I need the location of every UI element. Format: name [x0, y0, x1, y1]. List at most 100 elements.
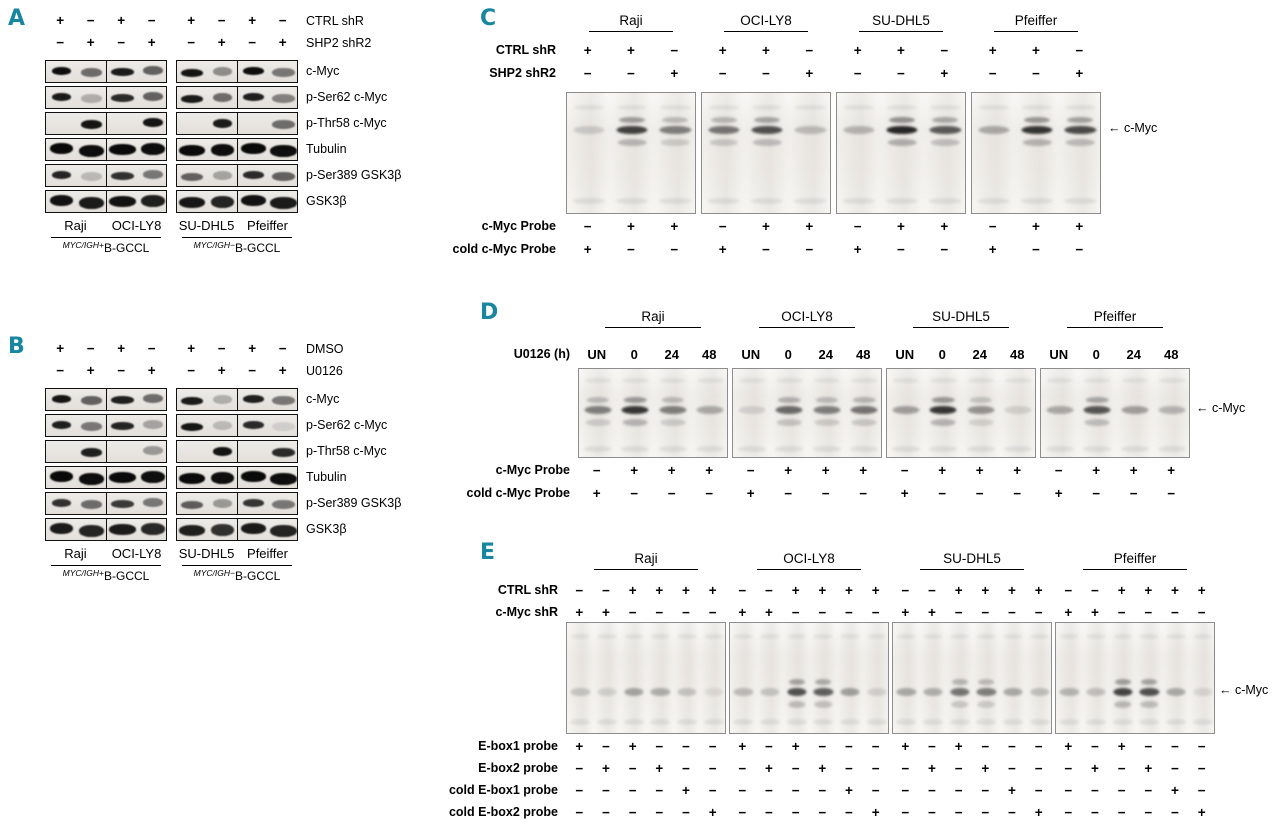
condition-sign: + — [901, 605, 910, 620]
condition-sign: + — [147, 35, 156, 50]
cell-line-label: Pfeiffer — [247, 218, 288, 233]
blot-strip — [45, 138, 167, 161]
condition-sign: − — [56, 35, 65, 50]
background-smear — [922, 719, 943, 726]
probe-sign: + — [1032, 219, 1040, 234]
background-smear — [786, 719, 807, 726]
blot-strip — [176, 112, 298, 135]
shift-band — [659, 405, 687, 414]
background-smear — [949, 719, 970, 726]
condition-sign: − — [1032, 66, 1040, 81]
shift-band — [738, 405, 766, 414]
background-smear — [651, 634, 670, 640]
gel-lane — [567, 93, 611, 213]
protein-band — [270, 524, 297, 537]
gel-lane — [654, 369, 692, 457]
gel-lane — [1116, 369, 1154, 457]
condition-sign: + — [871, 583, 880, 598]
gel-lane — [620, 623, 647, 733]
blot-strip — [176, 86, 298, 109]
protein-band — [272, 500, 296, 509]
probe-sign: + — [791, 739, 800, 754]
probe-sign: + — [602, 761, 610, 776]
probe-sign: − — [765, 783, 773, 798]
lane-group-divider — [237, 139, 238, 160]
condition-sign: + — [682, 583, 690, 598]
background-smear — [615, 197, 649, 204]
probe-sign: + — [762, 219, 770, 234]
protein-band — [142, 498, 163, 507]
cell-line-label: OCI-LY8 — [111, 218, 162, 233]
background-smear — [977, 634, 996, 640]
lane-group-divider — [106, 519, 107, 540]
protein-band — [272, 120, 296, 129]
condition-sign: − — [575, 583, 584, 598]
blot-strip — [45, 414, 167, 437]
condition-sign: + — [765, 605, 773, 620]
emsa-gel — [701, 92, 831, 214]
probe-sign: − — [1197, 761, 1206, 776]
shift-band — [659, 125, 691, 134]
condition-sign: − — [217, 13, 226, 28]
panel-D: D Raji OCI-LY8 SU-DHL5 Pfeiffer U0126 (h) UN 0… — [430, 300, 1278, 512]
probe-sign: − — [655, 739, 664, 754]
blot-target-label: Tubulin — [306, 470, 347, 484]
protein-band — [142, 118, 163, 127]
gel-lane — [845, 369, 881, 457]
background-smear — [813, 378, 840, 383]
background-smear — [596, 719, 617, 726]
protein-band — [110, 421, 134, 430]
gel-lane — [999, 369, 1035, 457]
probe-sign: − — [575, 761, 584, 776]
background-smear — [885, 197, 919, 204]
group-label-text: B-GCCL — [234, 241, 281, 255]
condition-sign: + — [583, 43, 592, 58]
probe-sign: − — [901, 761, 910, 776]
protein-band — [110, 171, 134, 180]
background-smear — [1158, 446, 1187, 453]
emsa-gel — [729, 622, 889, 734]
timepoint-value: 0 — [1092, 347, 1100, 362]
gel-lane — [745, 93, 789, 213]
shift-band — [708, 125, 740, 134]
timepoint-value: UN — [587, 347, 607, 362]
group-label: MYC/IGH−B-GCCL — [193, 568, 281, 583]
condition-sign: + — [1091, 605, 1099, 620]
condition-sign: + — [928, 605, 936, 620]
protein-band — [181, 172, 204, 181]
protein-band — [108, 196, 136, 207]
lane-group-divider — [106, 191, 107, 212]
gel-lane — [1041, 369, 1079, 457]
protein-band — [79, 196, 105, 209]
probe-sign: − — [818, 783, 827, 798]
protein-band — [272, 448, 296, 457]
background-smear — [738, 378, 765, 383]
probe-sign: − — [762, 242, 770, 257]
probe-sign: + — [901, 739, 910, 754]
gel-lane — [893, 623, 920, 733]
shift-band — [760, 688, 780, 697]
left-arrow-icon: ← — [1108, 120, 1121, 135]
background-smear — [794, 197, 827, 204]
background-smear — [840, 634, 860, 640]
blot-target-label: p-Ser389 GSK3β — [306, 168, 402, 182]
protein-band — [108, 524, 136, 535]
panel-C: C Raji OCI-LY8 SU-DHL5 Pfeiffer CTRL shR + + − +… — [430, 6, 1278, 272]
probe-sign: − — [1054, 463, 1063, 478]
background-smear — [891, 446, 920, 453]
timepoint-value: 24 — [818, 347, 833, 362]
lane-group-divider — [237, 191, 238, 212]
condition-label: CTRL shR — [497, 583, 558, 597]
probe-sign: + — [900, 486, 909, 501]
gel-lane — [788, 93, 830, 213]
shift-band-upper — [853, 396, 876, 403]
header-underline — [724, 31, 808, 32]
protein-band — [81, 120, 103, 129]
probe-sign: + — [765, 761, 773, 776]
protein-band — [213, 499, 233, 508]
condition-sign: + — [738, 605, 747, 620]
probe-sign: − — [602, 739, 610, 754]
group-label-genotype: MYC/IGH− — [193, 568, 235, 578]
probe-sign: + — [928, 761, 936, 776]
probe-label: c-Myc Probe — [495, 463, 570, 477]
